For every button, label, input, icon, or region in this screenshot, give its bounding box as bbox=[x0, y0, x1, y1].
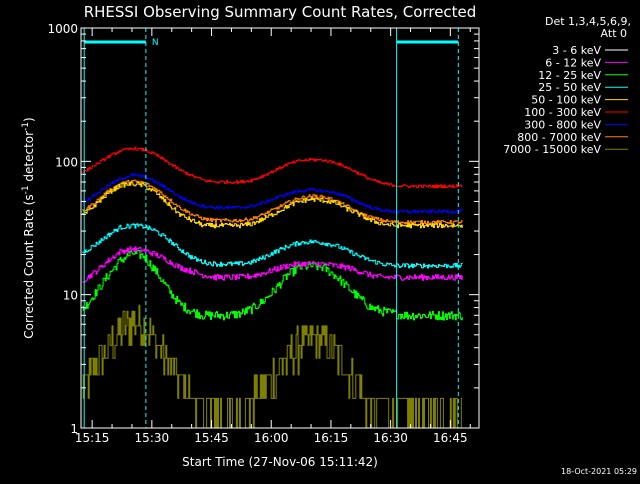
y-tick-label: 1 bbox=[70, 422, 78, 436]
legend-label: 100 - 300 keV bbox=[524, 106, 601, 119]
series-line bbox=[82, 304, 463, 428]
series-line bbox=[82, 173, 463, 214]
y-axis-label: Corrected Count Rate (s-1 detector-1) bbox=[21, 117, 36, 338]
legend-label: 25 - 50 keV bbox=[538, 81, 601, 94]
series-line bbox=[82, 179, 463, 225]
x-tick-label: 15:45 bbox=[194, 431, 229, 445]
series-line bbox=[82, 181, 463, 229]
y-tick-label: 1000 bbox=[47, 22, 78, 36]
timestamp: 18-Oct-2021 05:29 bbox=[561, 467, 637, 476]
series-line bbox=[82, 223, 463, 269]
legend-label: 300 - 800 keV bbox=[524, 118, 601, 131]
legend-label: 3 - 6 keV bbox=[552, 44, 601, 57]
x-tick-label: 16:00 bbox=[254, 431, 289, 445]
chart-title: RHESSI Observing Summary Count Rates, Co… bbox=[84, 3, 477, 21]
series-line bbox=[82, 246, 463, 283]
night-label: N bbox=[152, 38, 159, 48]
legend-label: 7000 - 15000 keV bbox=[503, 143, 601, 156]
x-tick-label: 16:15 bbox=[314, 431, 349, 445]
x-tick-label: 16:30 bbox=[373, 431, 408, 445]
x-tick-label: 15:30 bbox=[135, 431, 170, 445]
x-axis-ticks: 15:15 15:30 15:45 16:00 16:15 16:30 16:45 bbox=[75, 28, 471, 445]
x-axis-label: Start Time (27-Nov-06 15:11:42) bbox=[182, 455, 378, 469]
legend-label: 800 - 7000 keV bbox=[517, 131, 601, 144]
series-layer bbox=[82, 146, 463, 428]
x-tick-label: 15:15 bbox=[75, 431, 110, 445]
plot-frame bbox=[80, 27, 480, 429]
y-tick-label: 100 bbox=[55, 155, 78, 169]
legend-label: 6 - 12 keV bbox=[545, 56, 601, 69]
x-tick-label: 16:45 bbox=[433, 431, 468, 445]
legend-header-line2: Att 0 bbox=[601, 27, 627, 40]
y-tick-label: 10 bbox=[63, 289, 78, 303]
legend-label: 12 - 25 keV bbox=[538, 69, 601, 82]
legend-header-line1: Det 1,3,4,5,6,9, bbox=[545, 15, 631, 28]
legend-label: 50 - 100 keV bbox=[531, 94, 601, 107]
night-markers: N bbox=[83, 28, 459, 428]
y-axis-ticks: 1 10 100 1000 bbox=[47, 22, 479, 436]
